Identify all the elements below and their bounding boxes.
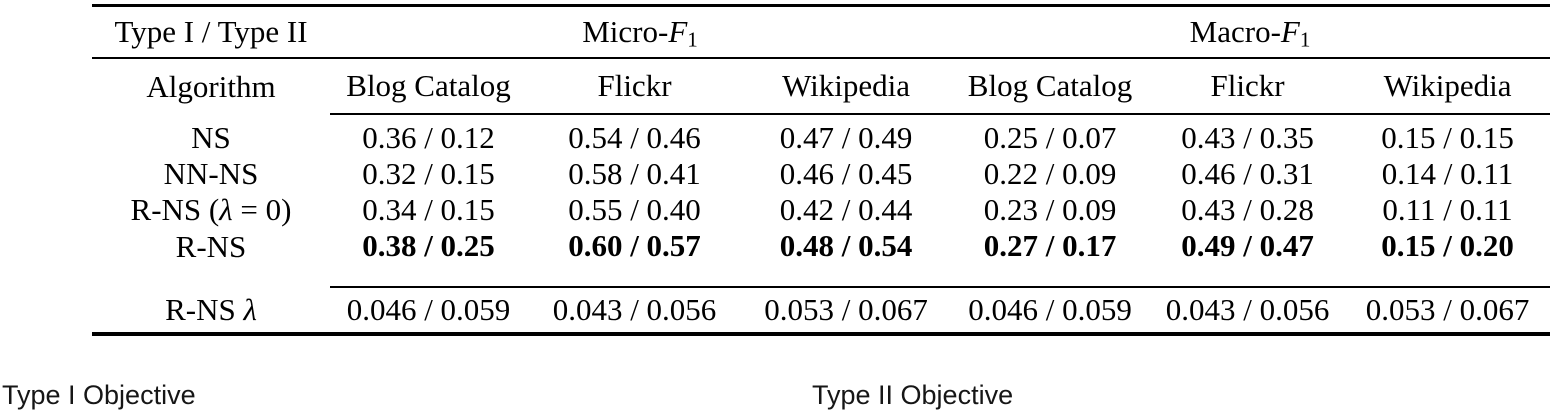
table-cell: 0.22 / 0.09 xyxy=(983,156,1117,191)
table-cell: 0.49 / 0.47 xyxy=(1181,228,1314,263)
table-cell: 0.32 / 0.15 xyxy=(362,156,495,191)
table-cell: 0.46 / 0.45 xyxy=(779,156,913,191)
table-cell: 0.15 / 0.15 xyxy=(1381,120,1514,155)
table-cell: 0.046 / 0.059 xyxy=(330,286,527,336)
table-cell: 0.23 / 0.09 xyxy=(983,192,1117,227)
row-label: R-NS xyxy=(175,228,247,264)
table-cell: 0.25 / 0.07 xyxy=(983,120,1117,155)
lambda-symbol: λ xyxy=(219,192,233,227)
table-cell: 0.043 / 0.056 xyxy=(527,286,742,336)
table-cell: 0.14 / 0.11 xyxy=(1381,156,1514,191)
table-row-ns: NS 0.36 / 0.12 0.54 / 0.46 0.47 / 0.49 0… xyxy=(92,114,1550,156)
micro-f1-var: F xyxy=(668,14,688,49)
type-i-objective-label: Type I Objective xyxy=(2,380,196,410)
table-row-r-ns: R-NS 0.38 / 0.25 0.60 / 0.57 0.48 / 0.54… xyxy=(92,228,1550,287)
table-cell: 0.43 / 0.28 xyxy=(1181,192,1314,227)
type-ii-objective-label: Type II Objective xyxy=(812,380,1014,410)
group-header-micro-f1: Micro-F1 xyxy=(330,5,951,59)
table-row-r-ns-lambda-values: R-NS λ 0.046 / 0.059 0.043 / 0.056 0.053… xyxy=(92,286,1551,336)
table-cell: 0.46 / 0.31 xyxy=(1181,156,1314,191)
table-row-nn-ns: NN-NS 0.32 / 0.15 0.58 / 0.41 0.46 / 0.4… xyxy=(92,156,1550,192)
table-cell: 0.11 / 0.11 xyxy=(1382,192,1513,227)
table-cell: 0.55 / 0.40 xyxy=(568,192,701,227)
row-label: NN-NS xyxy=(163,156,259,191)
column-header-algorithm: Algorithm xyxy=(146,68,276,104)
table-cell: 0.47 / 0.49 xyxy=(779,120,913,155)
column-header-blog-catalog-micro: Blog Catalog xyxy=(330,58,527,115)
results-table: Type I / Type II Micro-F1 Macro-F1 Algor… xyxy=(92,4,1551,336)
row-label-pre: R-NS ( xyxy=(130,192,220,227)
table-cell: 0.43 / 0.35 xyxy=(1181,120,1314,155)
column-header-flickr-macro: Flickr xyxy=(1150,58,1346,115)
group-header-macro-f1: Macro-F1 xyxy=(950,5,1551,59)
table-row-r-ns-lambda0: R-NS (λ = 0) 0.34 / 0.15 0.55 / 0.40 0.4… xyxy=(92,192,1550,228)
table-cell: 0.043 / 0.056 xyxy=(1150,286,1346,336)
table-cell: 0.046 / 0.059 xyxy=(950,286,1151,336)
table-cell: 0.48 / 0.54 xyxy=(779,228,913,263)
column-header-flickr-micro: Flickr xyxy=(527,58,742,115)
column-header-wikipedia-macro: Wikipedia xyxy=(1345,58,1551,115)
row-label-pre: R-NS xyxy=(165,291,244,327)
table-cell: 0.15 / 0.20 xyxy=(1381,228,1514,263)
row-label-post: = 0) xyxy=(232,192,292,227)
micro-f1-sub: 1 xyxy=(687,27,698,52)
column-header-wikipedia-micro: Wikipedia xyxy=(742,58,951,115)
macro-f1-var: F xyxy=(1280,14,1300,49)
macro-f1-prefix: Macro- xyxy=(1189,14,1281,49)
table-cell: 0.053 / 0.067 xyxy=(742,286,951,336)
table-cell: 0.053 / 0.067 xyxy=(1345,286,1551,336)
column-header-row: Algorithm Blog Catalog Flickr Wikipedia … xyxy=(92,58,1551,115)
table-cell: 0.60 / 0.57 xyxy=(568,228,701,263)
group-header-row: Type I / Type II Micro-F1 Macro-F1 xyxy=(92,5,1551,59)
row-label: R-NS λ xyxy=(92,287,330,336)
table-cell: 0.38 / 0.25 xyxy=(362,228,495,263)
column-header-blog-catalog-macro: Blog Catalog xyxy=(950,58,1151,115)
lambda-symbol: λ xyxy=(243,291,257,327)
group-header-type: Type I / Type II xyxy=(92,5,330,59)
table-cell: 0.58 / 0.41 xyxy=(568,156,701,191)
table-cell: 0.36 / 0.12 xyxy=(362,120,495,155)
table-cell: 0.34 / 0.15 xyxy=(362,192,495,227)
micro-f1-prefix: Micro- xyxy=(582,14,669,49)
row-label: R-NS (λ = 0) xyxy=(92,192,330,228)
table-cell: 0.27 / 0.17 xyxy=(983,228,1117,263)
table-cell: 0.42 / 0.44 xyxy=(779,192,913,227)
macro-f1-sub: 1 xyxy=(1299,27,1311,52)
table-cell: 0.54 / 0.46 xyxy=(568,120,701,155)
row-label: NS xyxy=(191,119,231,155)
